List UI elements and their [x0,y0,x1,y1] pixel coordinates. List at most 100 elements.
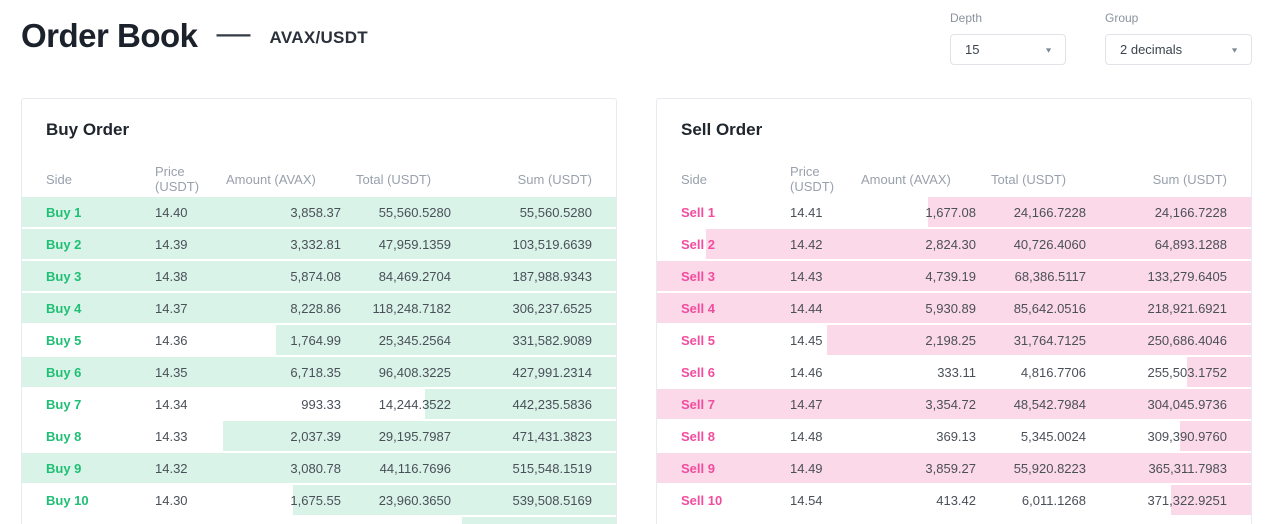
buy-order-row[interactable]: Buy 7 14.34 993.33 14,244.3522 442,235.5836 [22,389,616,419]
amount-value: 3,858.37 [290,204,341,220]
depth-select[interactable]: 15 ▼ [950,34,1066,65]
total-value: 118,248.7182 [372,300,451,316]
sell-order-row[interactable]: Sell 5 14.45 2,198.25 31,764.7125 250,686.40… [657,325,1251,355]
sell-order-row[interactable]: Sell 3 14.43 4,739.19 68,386.5117 133,279.64… [657,261,1251,291]
sell-order-row[interactable]: Sell 7 14.47 3,354.72 48,542.7984 304,045.97… [657,389,1251,419]
buy-order-row[interactable]: Buy 3 14.38 5,874.08 84,469.2704 187,988.934… [22,261,616,291]
side-label: Sell 9 [681,460,715,476]
amount-value: 413.42 [936,492,976,508]
total-value: 29,195.7987 [378,428,451,444]
side-label: Sell 10 [681,492,723,508]
price-value: 14.37 [155,300,188,316]
depth-bar [22,453,616,483]
buy-order-row[interactable]: Buy 4 14.37 8,228.86 118,248.7182 306,237.65… [22,293,616,323]
sell-order-row[interactable]: Sell 10 14.54 413.42 6,011.1268 371,322.9251 [657,485,1251,515]
total-value: 55,920.8223 [1013,460,1086,476]
price-value: 14.36 [155,332,188,348]
total-value: 6,011.1268 [1021,492,1086,508]
group-select-value: 2 decimals [1120,42,1183,57]
depth-select-value: 15 [965,42,980,57]
sum-value: 539,508.5169 [512,492,592,508]
total-value: 5,345.0024 [1020,428,1086,444]
amount-value: 2,824.30 [925,236,976,252]
depth-bar [1186,357,1251,387]
sell-order-row[interactable]: Sell 9 14.49 3,859.27 55,920.8223 365,311.79… [657,453,1251,483]
sell-column-headers: Side Price (USDT) Amount (AVAX) Total (U… [657,164,1251,194]
sell-order-row[interactable]: Sell 8 14.48 369.13 5,345.0024 309,390.9760 [657,421,1251,451]
depth-bar [827,325,1251,355]
amount-value: 3,354.72 [925,396,976,412]
sum-value: 306,237.6525 [512,300,592,316]
sell-order-row[interactable]: Sell 1 14.41 1,677.08 24,166.7228 24,166.722… [657,197,1251,227]
side-label: Sell 2 [681,236,715,252]
sum-value: 365,311.7983 [1148,460,1227,476]
price-value: 14.48 [790,428,823,444]
buy-order-panel: Buy Order Side Price (USDT) Amount (AVAX… [21,98,617,524]
sum-value: 515,548.1519 [512,460,592,476]
amount-value: 5,874.08 [290,268,341,284]
side-label: Sell 8 [681,428,715,444]
column-header-price: Price (USDT) [790,164,835,194]
side-label: Buy 7 [46,396,82,412]
sum-value: 331,582.9089 [512,332,592,348]
side-label: Buy 3 [46,268,82,284]
sum-value: 309,390.9760 [1147,428,1227,444]
sell-order-row[interactable]: Sell 4 14.44 5,930.89 85,642.0516 218,921.69… [657,293,1251,323]
amount-value: 4,739.19 [925,268,976,284]
depth-bar [22,229,616,259]
depth-bar [22,357,616,387]
buy-order-row[interactable]: Buy 9 14.32 3,080.78 44,116.7696 515,548.151… [22,453,616,483]
side-label: Buy 10 [46,492,89,508]
sell-panel-title: Sell Order [681,120,763,139]
price-value: 14.35 [155,364,188,380]
amount-value: 1,677.08 [925,204,976,220]
amount-value: 6,718.35 [290,364,341,380]
amount-value: 1,675.55 [290,492,341,508]
sum-value: 187,988.9343 [512,268,592,284]
amount-value: 5,930.89 [925,300,976,316]
price-value: 14.47 [790,396,823,412]
depth-bar [461,517,616,524]
buy-order-row[interactable]: Buy 2 14.39 3,332.81 47,959.1359 103,519.663… [22,229,616,259]
sum-value: 64,893.1288 [1154,236,1227,252]
buy-order-row[interactable]: Buy 5 14.36 1,764.99 25,345.2564 331,582.908… [22,325,616,355]
depth-bar [22,293,616,323]
side-label: Buy 2 [46,236,82,252]
price-value: 14.33 [155,428,188,444]
sell-order-panel: Sell Order Side Price (USDT) Amount (AVA… [656,98,1252,524]
amount-value: 2,037.39 [290,428,341,444]
depth-bar [22,261,616,291]
sell-order-row[interactable]: Sell 6 14.46 333.11 4,816.7706 255,503.1752 [657,357,1251,387]
buy-order-row[interactable]: Buy 8 14.33 2,037.39 29,195.7987 471,431.382… [22,421,616,451]
side-label: Buy 5 [46,332,82,348]
column-header-side: Side [681,171,708,187]
buy-order-row[interactable]: Buy 1 14.40 3,858.37 55,560.5280 55,560.5280 [22,197,616,227]
total-value: 55,560.5280 [378,204,451,220]
sum-value: 427,991.2314 [512,364,592,380]
depth-bar [657,293,1251,323]
header-controls: Depth 15 ▼ Group 2 decimals ▼ [950,11,1252,65]
page-title: Order Book [21,16,198,54]
amount-value: 993.33 [301,396,341,412]
chevron-down-icon: ▼ [1044,45,1053,54]
depth-bar [275,325,616,355]
buy-order-row[interactable]: Buy 6 14.35 6,718.35 96,408.3225 427,991.231… [22,357,616,387]
sum-value: 24,166.7228 [1154,204,1227,220]
column-header-sum: Sum (USDT) [1152,171,1227,187]
sell-order-row[interactable]: Sell 2 14.42 2,824.30 40,726.4060 64,893.128… [657,229,1251,259]
price-value: 14.38 [155,268,188,284]
sum-value: 304,045.9736 [1147,396,1227,412]
depth-bar [1171,485,1251,515]
amount-value: 8,228.86 [290,300,341,316]
buy-order-row[interactable]: Buy 10 14.30 1,675.55 23,960.3650 539,508.51… [22,485,616,515]
amount-value: 3,080.78 [290,460,341,476]
price-value: 14.54 [790,492,823,508]
depth-control: Depth 15 ▼ [950,11,1066,65]
side-label: Sell 3 [681,268,715,284]
buy-panel-title: Buy Order [46,120,130,139]
title-separator-dash: — [216,14,251,52]
group-select[interactable]: 2 decimals ▼ [1105,34,1252,65]
depth-bar [22,197,616,227]
sum-value: 133,279.6405 [1147,268,1227,284]
sell-rows: Sell 1 14.41 1,677.08 24,166.7228 24,166.722… [657,197,1251,524]
